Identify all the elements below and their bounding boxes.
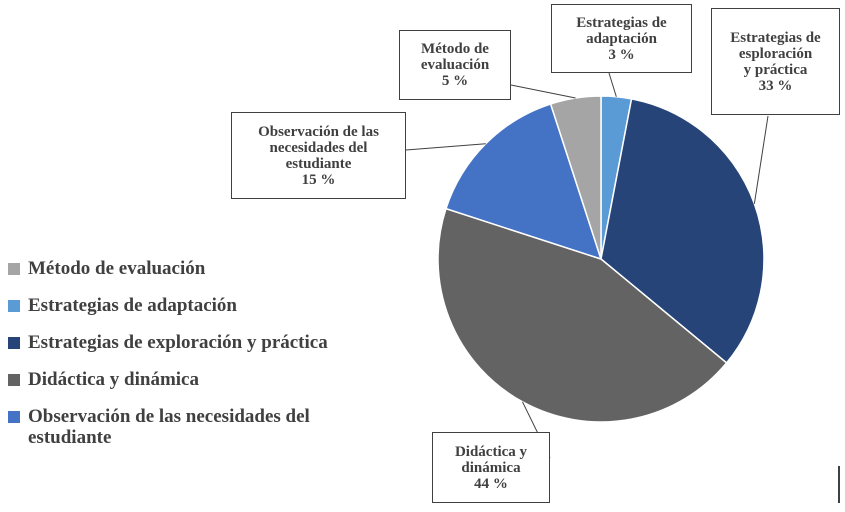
legend-label: Método de evaluación: [28, 258, 206, 279]
pie-slices: [437, 95, 765, 423]
legend-swatch: [8, 263, 20, 275]
leader-line: [753, 115, 769, 204]
callout-label: Estrategias de esploración y práctica: [730, 29, 821, 78]
legend: Método de evaluación Estrategias de adap…: [8, 258, 368, 448]
legend-item: Didáctica y dinámica: [8, 369, 368, 390]
callout-value: 3 %: [608, 46, 635, 63]
callout-estrategias-adaptacion: Estrategias de adaptación 3 %: [551, 4, 692, 73]
callout-metodo-evaluacion: Método de evaluación 5 %: [399, 30, 511, 100]
callout-value: 15 %: [301, 171, 336, 188]
legend-label: Estrategias de exploración y práctica: [28, 332, 328, 353]
pie-slice: [437, 207, 728, 423]
leader-line: [510, 84, 576, 99]
callout-value: 5 %: [441, 73, 469, 89]
callout-label: Didáctica y dinámica: [454, 443, 528, 476]
legend-swatch: [8, 337, 20, 349]
legend-label: Observación de las necesidades del estud…: [28, 406, 310, 448]
leader-line: [405, 143, 486, 151]
callout-value: 33 %: [758, 77, 793, 94]
callout-label: Observación de las necesidades del estud…: [258, 123, 379, 172]
legend-label: Didáctica y dinámica: [28, 369, 199, 390]
callout-label: Método de evaluación: [420, 41, 490, 73]
legend-item: Método de evaluación: [8, 258, 368, 279]
callout-observacion-necesidades: Observación de las necesidades del estud…: [231, 112, 406, 199]
callout-estrategias-exploracion: Estrategias de esploración y práctica 33…: [711, 8, 840, 115]
legend-label: Estrategias de adaptación: [28, 295, 237, 316]
edge-rule: [838, 466, 840, 503]
callout-value: 44 %: [474, 475, 508, 492]
legend-swatch: [8, 300, 20, 312]
legend-item: Observación de las necesidades del estud…: [8, 406, 328, 448]
legend-swatch: [8, 411, 20, 423]
pie-slice: [445, 103, 603, 261]
legend-swatch: [8, 374, 20, 386]
legend-item: Estrategias de adaptación: [8, 295, 368, 316]
legend-item: Estrategias de exploración y práctica: [8, 332, 368, 353]
callout-didactica-dinamica: Didáctica y dinámica 44 %: [432, 432, 550, 503]
pie-slice: [549, 95, 602, 260]
callout-label: Estrategias de adaptación: [576, 14, 667, 47]
leader-line: [608, 72, 617, 97]
